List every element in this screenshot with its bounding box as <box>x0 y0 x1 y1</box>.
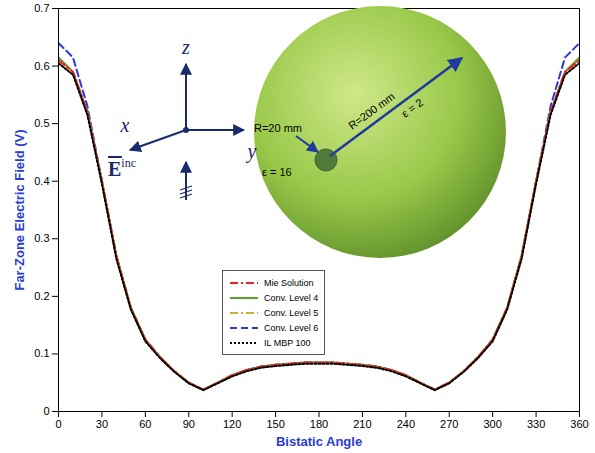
svg-text:180: 180 <box>310 418 328 430</box>
svg-text:0.1: 0.1 <box>34 347 49 359</box>
svg-text:ε = 16: ε = 16 <box>262 166 292 178</box>
svg-text:300: 300 <box>483 418 501 430</box>
html-text:IL MBP 100: IL MBP 100 <box>264 337 311 348</box>
svg-text:240: 240 <box>397 418 415 430</box>
svg-text:ε = 2: ε = 2 <box>399 96 425 120</box>
svg-text:0: 0 <box>43 405 49 417</box>
svg-text:270: 270 <box>440 418 458 430</box>
svg-text:330: 330 <box>527 418 545 430</box>
svg-text:120: 120 <box>223 418 241 430</box>
svg-text:0.5: 0.5 <box>34 117 49 129</box>
svg-text:0.3: 0.3 <box>34 232 49 244</box>
svg-text:90: 90 <box>183 418 195 430</box>
html-text:Mie Solution: Mie Solution <box>264 277 314 288</box>
svg-text:Bistatic Angle: Bistatic Angle <box>276 434 362 449</box>
svg-text:Far-Zone Electric Field (V): Far-Zone Electric Field (V) <box>12 129 27 290</box>
svg-text:x: x <box>120 114 130 136</box>
svg-text:R=20 mm: R=20 mm <box>254 122 302 134</box>
svg-text:0.2: 0.2 <box>34 290 49 302</box>
html-text:Conv. Level 5: Conv. Level 5 <box>264 307 319 318</box>
svg-text:0.7: 0.7 <box>34 2 49 14</box>
svg-text:R=200 mm: R=200 mm <box>346 90 397 132</box>
svg-text:z: z <box>181 36 190 58</box>
html-text:Conv. Level 4: Conv. Level 4 <box>264 292 319 303</box>
svg-text:0: 0 <box>55 418 61 430</box>
svg-text:360: 360 <box>570 418 588 430</box>
svg-text:0.4: 0.4 <box>34 175 49 187</box>
svg-text:Einc: Einc <box>108 156 136 180</box>
svg-text:60: 60 <box>139 418 151 430</box>
html-text:Conv. Level 6: Conv. Level 6 <box>264 322 319 333</box>
svg-text:150: 150 <box>266 418 284 430</box>
svg-text:210: 210 <box>353 418 371 430</box>
svg-text:30: 30 <box>96 418 108 430</box>
svg-text:0.6: 0.6 <box>34 60 49 72</box>
svg-text:y: y <box>246 140 257 163</box>
